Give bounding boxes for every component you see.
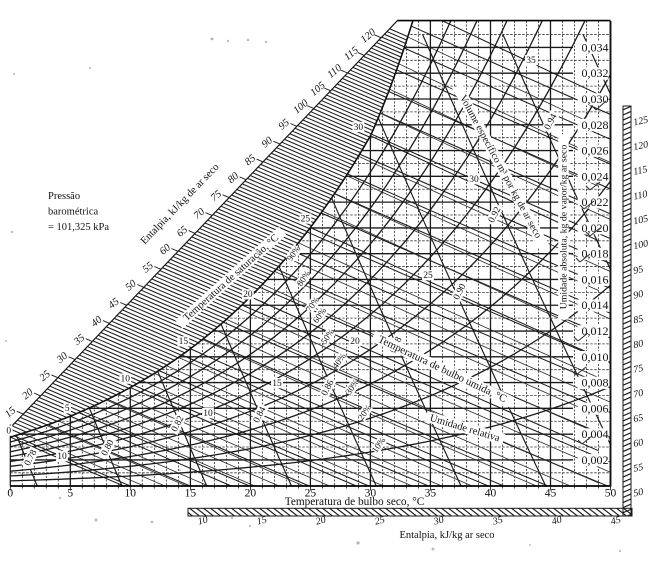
svg-text:100: 100 [632,238,649,252]
svg-text:25: 25 [423,271,433,281]
svg-text:0,002: 0,002 [582,453,609,467]
svg-text:45: 45 [545,488,557,500]
svg-text:10: 10 [125,488,137,500]
svg-text:80: 80 [632,338,644,351]
svg-text:30: 30 [432,514,445,527]
svg-text:85: 85 [632,313,644,326]
svg-text:10: 10 [203,409,213,419]
svg-text:0,030: 0,030 [582,92,609,106]
svg-text:5: 5 [67,488,73,500]
svg-text:15: 15 [272,379,282,389]
svg-text:105: 105 [632,213,649,227]
svg-text:Entalpia, kJ/kg ar seco: Entalpia, kJ/kg ar seco [399,530,494,541]
svg-text:0,016: 0,016 [582,273,609,287]
svg-text:0,022: 0,022 [582,195,609,209]
svg-text:0,024: 0,024 [582,169,609,183]
svg-text:50: 50 [632,487,644,500]
svg-text:0,020: 0,020 [582,221,609,235]
svg-text:25: 25 [305,488,317,500]
svg-text:0,004: 0,004 [582,427,609,441]
svg-text:15: 15 [256,514,269,527]
svg-text:0: 0 [7,488,13,500]
svg-text:Temperatura de bulbo seco, °C: Temperatura de bulbo seco, °C [285,496,425,508]
svg-text:Umidade absoluta, kg de vapor/: Umidade absoluta, kg de vapor/kg ar seco [559,145,570,310]
svg-text:30: 30 [354,123,364,133]
svg-text:30: 30 [469,175,479,185]
svg-text:125: 125 [632,115,649,129]
svg-text:55: 55 [632,462,644,475]
svg-text:35: 35 [425,488,437,500]
svg-text:40: 40 [551,514,564,527]
svg-text:10: 10 [197,514,210,527]
svg-text:95: 95 [632,264,644,277]
svg-text:110: 110 [632,189,648,203]
svg-text:20: 20 [243,290,253,300]
svg-text:45: 45 [610,514,623,527]
svg-text:20: 20 [315,514,328,527]
svg-text:50: 50 [605,488,617,500]
svg-text:60: 60 [632,437,644,450]
svg-text:35: 35 [491,514,504,527]
svg-text:= 101,325 kPa: = 101,325 kPa [48,222,109,233]
svg-text:0,006: 0,006 [582,401,609,415]
svg-text:30: 30 [365,488,377,500]
svg-text:40: 40 [485,488,497,500]
svg-text:120: 120 [632,139,649,153]
svg-text:25: 25 [301,215,311,225]
svg-text:70: 70 [632,388,644,401]
svg-text:75: 75 [632,363,644,376]
svg-text:10: 10 [121,375,131,385]
svg-text:Pressão: Pressão [48,191,80,202]
svg-text:15: 15 [179,337,189,347]
svg-text:90: 90 [632,289,644,302]
svg-text:0,034: 0,034 [582,40,609,54]
svg-text:115: 115 [632,164,648,178]
svg-text:10: 10 [57,452,67,462]
svg-text:15: 15 [185,488,197,500]
svg-text:0,032: 0,032 [582,66,609,80]
svg-text:0,028: 0,028 [582,118,609,132]
svg-text:0,008: 0,008 [582,376,609,390]
svg-text:0,012: 0,012 [582,324,609,338]
svg-text:0,026: 0,026 [582,144,609,158]
svg-text:0,010: 0,010 [582,350,609,364]
svg-text:35: 35 [526,56,536,66]
svg-text:20: 20 [350,337,360,347]
svg-text:5: 5 [65,404,70,414]
svg-text:0,014: 0,014 [582,298,609,312]
svg-text:65: 65 [632,412,644,425]
svg-text:barométrica: barométrica [48,207,98,218]
svg-text:0,018: 0,018 [582,247,609,261]
svg-text:0: 0 [6,427,11,437]
svg-text:25: 25 [374,514,387,527]
svg-text:20: 20 [245,488,257,500]
